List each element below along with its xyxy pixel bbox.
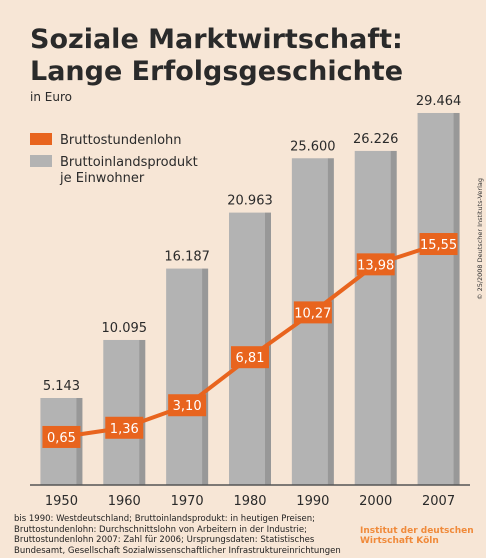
value-label: 16.187	[164, 250, 210, 265]
value-label: 20.963	[227, 194, 273, 209]
value-label: 3,10	[173, 399, 202, 414]
bar-shade	[202, 269, 208, 485]
bar-shade	[454, 113, 460, 485]
x-tick-label: 1950	[45, 494, 78, 509]
chart-page: Soziale Marktwirtschaft: Lange Erfolgsge…	[0, 0, 486, 558]
footnote: bis 1990: Westdeutschland; Bruttoinlands…	[14, 514, 344, 556]
x-tick-label: 1990	[296, 494, 329, 509]
x-tick-label: 2000	[359, 494, 392, 509]
source: © 25/2008 Deutscher Instituts-Verlag	[476, 178, 484, 300]
x-tick-label: 1980	[233, 494, 266, 509]
value-label: 10,27	[294, 306, 331, 321]
bar-shade	[139, 340, 145, 485]
legend-swatch	[30, 133, 52, 145]
chart-title: Soziale Marktwirtschaft:	[30, 24, 403, 55]
chart: Soziale Marktwirtschaft: Lange Erfolgsge…	[0, 0, 486, 512]
bar	[103, 340, 145, 485]
value-label: 26.226	[353, 132, 399, 147]
x-tick-label: 1960	[108, 494, 141, 509]
value-label: 0,65	[47, 431, 76, 446]
value-label: 13,98	[357, 258, 394, 273]
value-label: 15,55	[420, 238, 457, 253]
chart-title: Lange Erfolgsgeschichte	[30, 56, 403, 87]
bar	[166, 269, 208, 485]
bar	[418, 113, 460, 485]
bar	[355, 151, 397, 485]
x-tick-label: 1970	[171, 494, 204, 509]
value-label: 10.095	[102, 321, 148, 336]
logo: Institut der deutschen Wirtschaft Köln	[360, 526, 480, 546]
value-label: 29.464	[416, 94, 462, 109]
value-label: 5.143	[43, 379, 80, 394]
bar-shade	[391, 151, 397, 485]
x-tick-label: 2007	[422, 494, 455, 509]
legend-label: Bruttostundenlohn	[60, 133, 182, 148]
value-label: 1,36	[110, 422, 139, 437]
chart-subtitle: in Euro	[30, 90, 72, 104]
legend-swatch	[30, 155, 52, 167]
value-label: 25.600	[290, 139, 336, 154]
value-label: 6,81	[236, 351, 265, 366]
